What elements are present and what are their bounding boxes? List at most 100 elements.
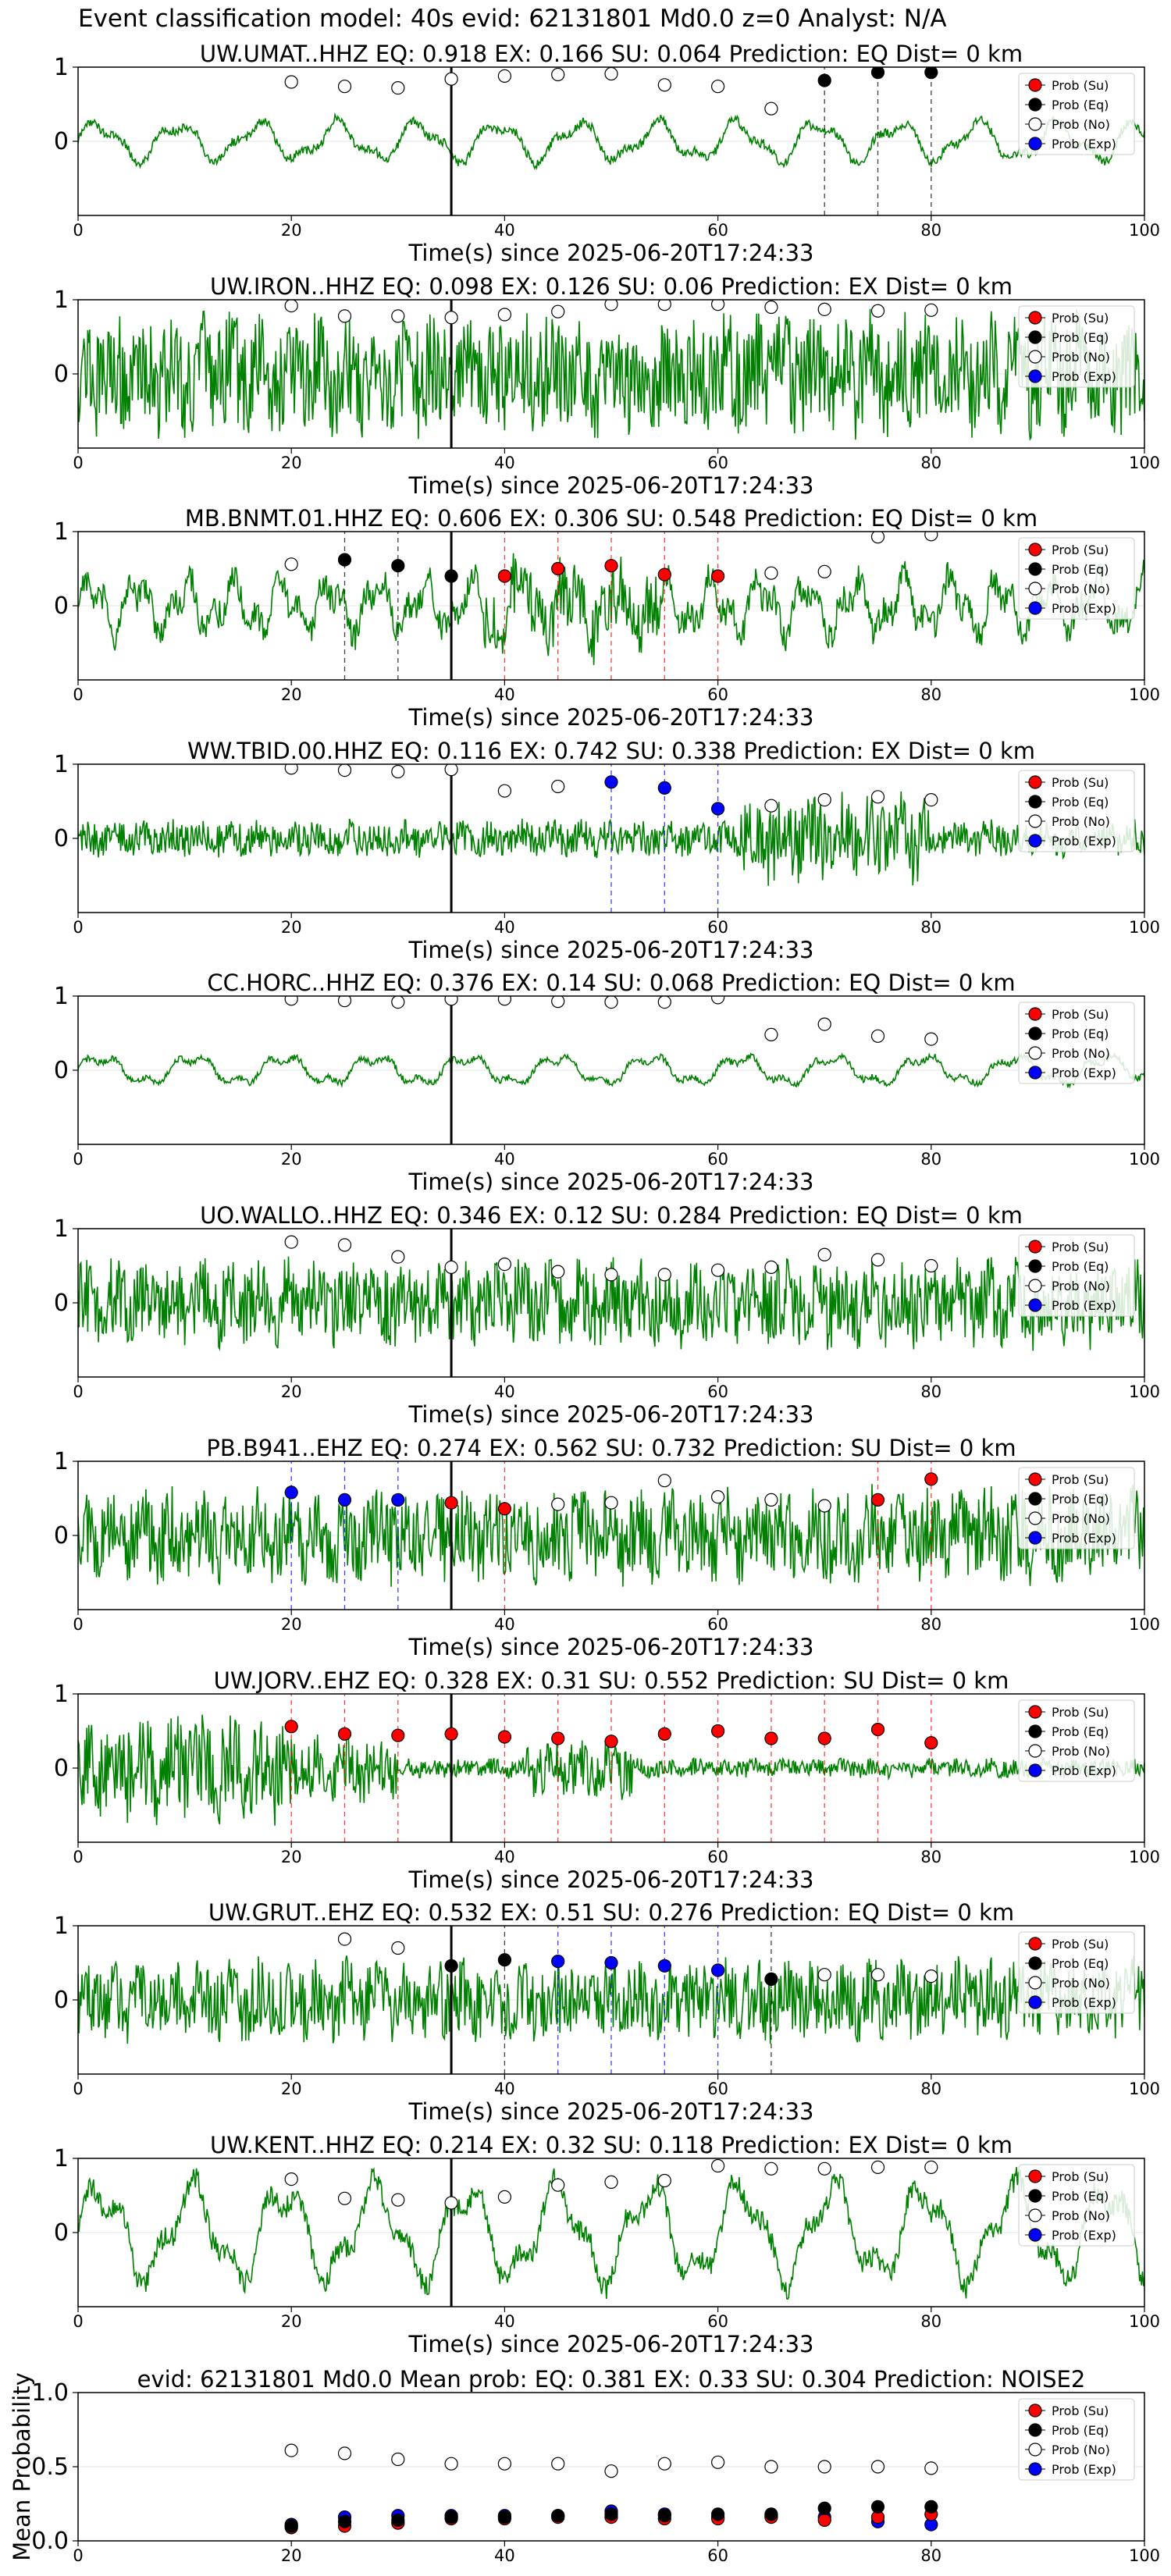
prob-point — [764, 566, 778, 580]
y-tick-label: 0 — [54, 1522, 69, 1550]
x-tick-label: 0 — [73, 2080, 83, 2098]
x-tick-label: 60 — [707, 918, 728, 937]
x-tick-label: 80 — [920, 2080, 941, 2098]
x-tick-label: 40 — [494, 1848, 515, 1866]
legend-label: Prob (No) — [1052, 117, 1110, 132]
prob-point — [551, 2509, 565, 2523]
legend-marker — [1028, 2169, 1042, 2183]
prob-point — [497, 996, 511, 1006]
legend-marker — [1028, 1066, 1042, 1080]
legend-marker — [1028, 1046, 1042, 1060]
x-tick-label: 100 — [1129, 1150, 1160, 1169]
legend-label: Prob (Su) — [1052, 1472, 1109, 1487]
x-tick-label: 80 — [920, 221, 941, 240]
panel-title: UW.KENT..HHZ EQ: 0.214 EX: 0.32 SU: 0.11… — [210, 2132, 1013, 2158]
x-tick-label: 60 — [707, 2312, 728, 2331]
panel-title: UO.WALLO..HHZ EQ: 0.346 EX: 0.12 SU: 0.2… — [200, 1202, 1023, 1229]
legend-marker — [1028, 311, 1042, 325]
x-tick-label: 80 — [920, 918, 941, 937]
prob-point — [764, 1493, 778, 1507]
legend-marker — [1028, 1995, 1042, 2009]
plot-area — [78, 2158, 1144, 2307]
prob-point — [444, 764, 458, 777]
legend-label: Prob (Su) — [1052, 311, 1109, 326]
y-tick-label: 1 — [54, 1912, 69, 1940]
prob-point — [551, 2457, 565, 2471]
legend-label: Prob (No) — [1052, 1511, 1110, 1526]
x-tick-label: 20 — [281, 2546, 302, 2565]
prob-point — [284, 1720, 298, 1734]
legend-label: Prob (Su) — [1052, 1007, 1109, 1022]
prob-point — [284, 300, 298, 313]
legend-marker — [1028, 1763, 1042, 1777]
prob-point — [337, 309, 352, 323]
plot-area — [78, 300, 1144, 448]
legend-marker — [1028, 78, 1042, 92]
prob-point — [657, 2509, 671, 2523]
prob-point — [444, 2510, 458, 2524]
legend-label: Prob (Su) — [1052, 2169, 1109, 2184]
legend-label: Prob (Exp) — [1052, 1298, 1116, 1313]
prob-point — [764, 300, 778, 315]
prob-point — [497, 1257, 512, 1272]
legend-marker — [1028, 795, 1042, 809]
legend-label: Prob (Exp) — [1052, 2228, 1116, 2243]
y-tick-label: 0 — [54, 2219, 69, 2247]
figure-suptitle: Event classification model: 40s evid: 62… — [78, 5, 947, 33]
x-tick-label: 20 — [281, 2080, 302, 2098]
prob-point — [817, 1731, 831, 1745]
prob-point — [710, 2158, 725, 2173]
y-tick-label: 1 — [54, 751, 69, 778]
x-tick-label: 40 — [494, 918, 515, 937]
prob-point — [764, 101, 778, 116]
prob-point — [764, 2507, 778, 2521]
x-axis-label: Time(s) since 2025-06-20T17:24:33 — [408, 1169, 814, 1195]
prob-point — [657, 1474, 671, 1488]
prob-point — [497, 2457, 512, 2471]
legend-marker — [1028, 1744, 1042, 1758]
legend-label: Prob (No) — [1052, 1279, 1110, 1293]
x-tick-label: 80 — [920, 1382, 941, 1401]
y-tick-label: 1 — [54, 54, 69, 81]
prob-point — [817, 2460, 831, 2474]
legend-marker — [1028, 834, 1042, 848]
legend-marker — [1028, 2462, 1042, 2476]
prob-point — [444, 996, 458, 1006]
plot-area — [78, 532, 1144, 680]
x-tick-label: 100 — [1129, 918, 1160, 937]
prob-point — [497, 308, 512, 322]
legend-label: Prob (Eq) — [1052, 1492, 1109, 1507]
x-tick-label: 60 — [707, 1848, 728, 1866]
x-tick-label: 0 — [73, 454, 83, 472]
legend-label: Prob (Exp) — [1052, 1531, 1116, 1546]
prob-point — [551, 1497, 565, 1511]
legend-marker — [1028, 330, 1042, 344]
prob-point — [444, 311, 458, 325]
prob-point — [444, 1959, 458, 1973]
plot-area — [78, 1461, 1144, 1610]
legend-marker — [1028, 1007, 1042, 1021]
legend-marker — [1028, 775, 1042, 789]
legend-box — [1018, 1234, 1135, 1317]
x-tick-label: 40 — [494, 2312, 515, 2331]
legend-label: Prob (Su) — [1052, 1240, 1109, 1254]
prob-point — [764, 1260, 778, 1275]
legend-label: Prob (No) — [1052, 2208, 1110, 2223]
plot-area — [284, 2443, 938, 2535]
legend-label: Prob (Exp) — [1052, 1995, 1116, 2010]
plot-area — [78, 1926, 1144, 2074]
prob-point — [337, 1238, 352, 1252]
x-tick-label: 60 — [707, 1615, 728, 1634]
prob-point — [551, 2178, 565, 2192]
prob-point — [391, 80, 405, 95]
prob-point — [284, 764, 298, 775]
legend-marker — [1028, 1279, 1042, 1293]
prob-point — [337, 1727, 352, 1741]
legend-marker — [1028, 2208, 1042, 2222]
panel-10: 0.0 0.5 1.0 0 20 40 60 80 100 evid: 62131801 Md0.… — [9, 2366, 1160, 2565]
